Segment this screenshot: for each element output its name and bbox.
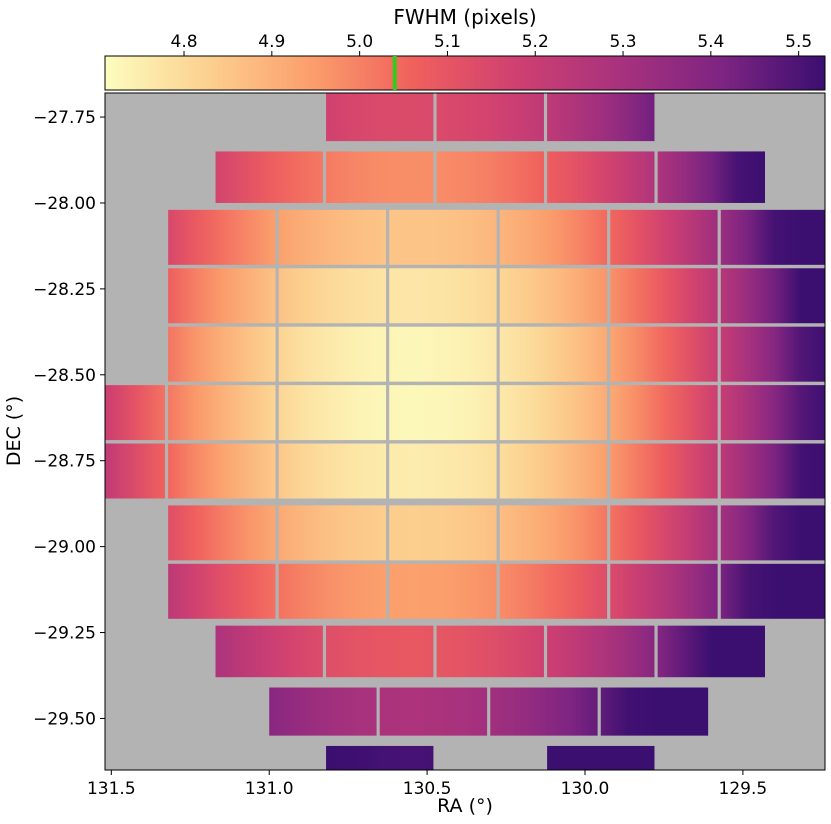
y-tick-label: −27.75 — [33, 108, 96, 128]
ccd-chip — [547, 745, 655, 770]
ccd-chip — [720, 563, 825, 619]
colorbar-tick-label: 5.4 — [697, 32, 724, 52]
ccd-chip — [389, 563, 497, 619]
ccd-chip — [215, 625, 323, 678]
ccd-chip — [610, 209, 718, 265]
ccd-chip — [278, 563, 387, 619]
colorbar-label: FWHM (pixels) — [393, 5, 536, 29]
colorbar-tick-label: 5.2 — [522, 32, 549, 52]
ccd-chip — [499, 209, 608, 265]
ccd-chip — [499, 385, 608, 441]
colorbar-tick-label: 4.8 — [171, 32, 198, 52]
ccd-chip — [326, 151, 434, 203]
ccd-chip — [657, 625, 765, 678]
ccd-chip — [168, 505, 276, 561]
ccd-chip — [657, 151, 765, 203]
x-tick-label: 130.5 — [403, 779, 452, 799]
ccd-chip — [436, 151, 544, 203]
y-tick-label: −29.50 — [33, 709, 96, 729]
ccd-chip — [547, 93, 655, 142]
colorbar-tick-label: 5.1 — [434, 32, 461, 52]
x-axis-label: RA (°) — [437, 795, 493, 817]
y-axis-ticks: −27.75 −28.00 −28.25 −28.50 −28.75 −29.00 −29.… — [33, 108, 105, 729]
ccd-chip — [547, 151, 655, 203]
ccd-chip — [278, 505, 387, 561]
ccd-chip — [610, 268, 718, 324]
ccd-chip — [610, 505, 718, 561]
colorbar-tick-label: 5.3 — [610, 32, 637, 52]
colorbar-ticks: 4.8 4.9 5.0 5.1 5.2 5.3 5.4 5.5 — [171, 32, 812, 56]
ccd-chip — [610, 385, 718, 441]
x-tick-label: 129.5 — [719, 779, 768, 799]
y-tick-label: −29.25 — [33, 624, 96, 644]
ccd-chip — [389, 443, 497, 499]
ccd-chip — [720, 268, 825, 324]
ccd-chip — [278, 326, 387, 382]
ccd-chip — [168, 443, 276, 499]
ccd-chip — [610, 443, 718, 499]
ccd-chip — [278, 443, 387, 499]
x-tick-label: 131.5 — [87, 779, 136, 799]
ccd-chip — [499, 563, 608, 619]
ccd-chip — [168, 209, 276, 265]
y-tick-label: −28.75 — [33, 452, 96, 472]
ccd-chip — [610, 563, 718, 619]
y-axis-label: DEC (°) — [3, 396, 25, 466]
y-tick-label: −28.25 — [33, 280, 96, 300]
ccd-chip — [326, 93, 434, 142]
colorbar — [104, 55, 826, 91]
ccd-chip — [389, 385, 497, 441]
ccd-chip — [720, 443, 825, 499]
ccd-chip — [720, 209, 825, 265]
ccd-chip — [168, 268, 276, 324]
x-tick-label: 131.0 — [245, 779, 294, 799]
ccd-chip — [490, 687, 598, 736]
y-tick-label: −28.00 — [33, 194, 96, 214]
plot-frame — [104, 92, 826, 771]
ccd-chip — [278, 209, 387, 265]
ccd-chip — [389, 209, 497, 265]
ccd-chip — [600, 687, 709, 736]
y-tick-label: −28.50 — [33, 366, 96, 386]
ccd-chip — [105, 443, 166, 499]
ccd-chip — [499, 505, 608, 561]
ccd-chip — [379, 687, 488, 736]
ccd-chip — [278, 268, 387, 324]
ccd-chip — [326, 745, 434, 770]
ccd-chip — [547, 625, 655, 678]
ccd-chip — [499, 326, 608, 382]
ccd-chip — [499, 443, 608, 499]
ccd-chip — [389, 268, 497, 324]
x-axis-ticks: 131.5 131.0 130.5 130.0 129.5 — [87, 770, 767, 799]
ccd-chip — [105, 385, 166, 441]
ccd-chip — [278, 385, 387, 441]
ccd-chip — [326, 625, 434, 678]
ccd-chip — [168, 563, 276, 619]
ccd-chip — [215, 151, 323, 203]
ccd-chip — [389, 326, 497, 382]
ccd-mosaic — [105, 93, 825, 770]
ccd-chip — [499, 268, 608, 324]
ccd-chip — [436, 93, 544, 142]
y-tick-label: −29.00 — [33, 538, 96, 558]
colorbar-tick-label: 4.9 — [258, 32, 285, 52]
colorbar-tick-label: 5.0 — [346, 32, 373, 52]
ccd-chip — [168, 326, 276, 382]
colorbar-tick-label: 5.5 — [785, 32, 812, 52]
x-tick-label: 130.0 — [561, 779, 610, 799]
ccd-chip — [389, 505, 497, 561]
ccd-chip — [610, 326, 718, 382]
ccd-chip — [720, 326, 825, 382]
ccd-chip — [720, 385, 825, 441]
ccd-chip — [720, 505, 825, 561]
ccd-chip — [168, 385, 276, 441]
ccd-chip — [269, 687, 377, 736]
ccd-chip — [436, 625, 544, 678]
